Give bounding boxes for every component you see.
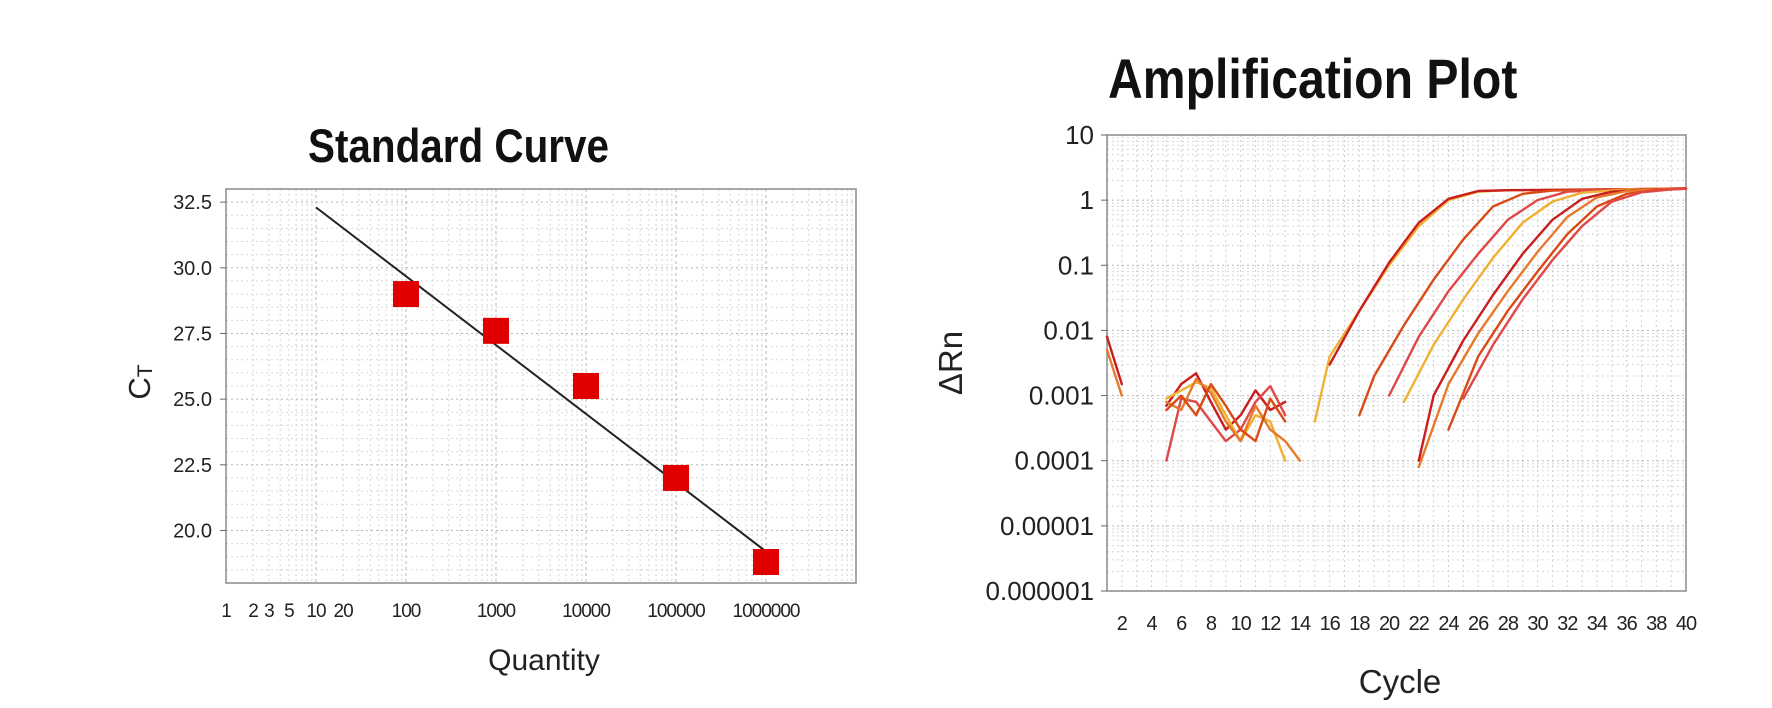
amplification-curve: [1165, 372, 1287, 431]
x-tick-label: 1: [221, 601, 231, 622]
amplification-curve: [1165, 377, 1302, 462]
standard-curve-y-ticks: 32.5 30.0 27.5 25.0 22.5 20.0: [173, 192, 226, 542]
x-tick-label: 1000: [477, 601, 516, 622]
x-tick-label: 12: [1260, 613, 1281, 635]
amplification-plot-marks: [1105, 187, 1688, 469]
amplification-curve: [1417, 187, 1688, 469]
x-tick-label: 2: [248, 601, 258, 622]
data-point: [663, 464, 689, 491]
y-tick-label: 10: [1065, 120, 1094, 150]
y-tick-label: 20.0: [173, 520, 212, 542]
amplification-plot-y-axis-label: ΔRn: [932, 331, 969, 395]
standard-curve-frame: [225, 188, 857, 584]
x-tick-label: 2: [1117, 613, 1128, 635]
x-tick-label: 10: [306, 601, 326, 622]
standard-curve-x-ticks: 1 2 3 5 10 20 100 1000 10000 100000 1000000: [221, 601, 801, 622]
x-tick-label: 100: [392, 601, 421, 622]
x-tick-label: 28: [1498, 613, 1519, 635]
x-tick-label: 30: [1527, 613, 1548, 635]
x-tick-label: 4: [1146, 613, 1157, 635]
y-tick-label: 0.001: [1029, 381, 1094, 411]
y-label-text: CT: [122, 364, 157, 399]
y-tick-label: 0.01: [1043, 315, 1094, 345]
x-tick-label: 18: [1349, 613, 1370, 635]
x-tick-label: 5: [284, 601, 294, 622]
amplification-plot-x-axis-label: Cycle: [1359, 663, 1442, 700]
amplification-curve: [1105, 348, 1124, 397]
y-tick-label: 1: [1080, 185, 1094, 215]
amplification-plot-grid: [1106, 135, 1687, 592]
y-tick-label: 0.00001: [1000, 511, 1094, 541]
y-tick-label: 25.0: [173, 389, 212, 411]
x-tick-label: 8: [1206, 613, 1217, 635]
amplification-plot-x-ticks: 2 4 6 8 10 12 14 16 18 20 22 24 26 28 30 32 34 36 38 40: [1117, 613, 1698, 635]
standard-curve-x-axis-label: Quantity: [488, 644, 600, 677]
x-tick-label: 1000000: [733, 601, 800, 622]
x-tick-label: 14: [1290, 613, 1311, 635]
data-point: [753, 548, 779, 575]
y-tick-label: 22.5: [173, 455, 212, 477]
x-tick-label: 40: [1676, 613, 1697, 635]
y-tick-label: 27.5: [173, 323, 212, 345]
x-tick-label: 20: [334, 601, 354, 622]
y-tick-label: 0.1: [1058, 250, 1094, 280]
x-tick-label: 10: [1230, 613, 1251, 635]
amplification-curve: [1358, 187, 1688, 417]
standard-curve-marks: [315, 206, 779, 575]
y-tick-label: 0.0001: [1014, 446, 1094, 476]
amplification-curve: [1387, 187, 1688, 397]
data-point: [483, 317, 509, 344]
x-tick-label: 36: [1616, 613, 1637, 635]
standard-curve-title: Standard Curve: [308, 119, 609, 172]
x-tick-label: 16: [1320, 613, 1341, 635]
data-point: [393, 281, 419, 308]
x-tick-label: 32: [1557, 613, 1578, 635]
x-tick-label: 10000: [562, 601, 610, 622]
y-tick-label: 30.0: [173, 258, 212, 280]
amplification-plot-y-ticks: 10 1 0.1 0.01 0.001 0.0001 0.00001 0.000001: [986, 120, 1107, 606]
standard-curve-y-axis-label: CT: [122, 364, 157, 399]
plot-frame: [1106, 134, 1687, 592]
fit-line: [315, 206, 767, 553]
standard-curve-grid: [225, 188, 856, 583]
amplification-curve: [1417, 187, 1688, 462]
y-tick-label: 0.000001: [986, 576, 1094, 606]
x-tick-label: 3: [264, 601, 274, 622]
x-tick-label: 38: [1646, 613, 1667, 635]
amplification-plot-frame: [1106, 134, 1687, 592]
plot-frame: [225, 188, 857, 584]
data-point: [573, 373, 599, 399]
y-tick-label: 32.5: [173, 192, 212, 214]
x-tick-label: 6: [1176, 613, 1187, 635]
amplification-curve: [1462, 187, 1688, 400]
amplification-curve: [1165, 382, 1287, 443]
x-tick-label: 100000: [647, 601, 705, 622]
x-tick-label: 22: [1409, 613, 1430, 635]
amplification-curve: [1105, 335, 1124, 386]
x-tick-label: 24: [1438, 613, 1459, 635]
x-tick-label: 34: [1587, 613, 1608, 635]
amplification-plot-title: Amplification Plot: [1108, 47, 1518, 110]
x-tick-label: 20: [1379, 613, 1400, 635]
x-tick-label: 26: [1468, 613, 1489, 635]
